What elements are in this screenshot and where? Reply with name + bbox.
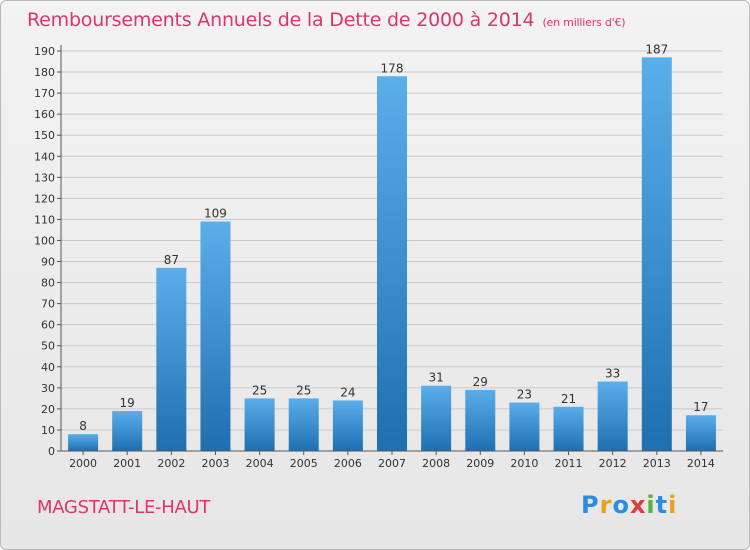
- bar-2002: [156, 267, 187, 451]
- bar-2014: [685, 415, 716, 451]
- data-label-2006: 24: [340, 385, 355, 399]
- data-label-2001: 19: [120, 396, 135, 410]
- bar-2010: [509, 402, 540, 451]
- bar-2001: [112, 411, 143, 451]
- data-label-2014: 17: [693, 400, 708, 414]
- y-tick-label: 60: [41, 319, 55, 332]
- y-tick-label: 140: [34, 150, 55, 163]
- data-label-2012: 33: [605, 367, 620, 381]
- y-tick-label: 80: [41, 277, 55, 290]
- data-label-2009: 29: [473, 375, 488, 389]
- data-label-2005: 25: [296, 383, 311, 397]
- y-tick-label: 180: [34, 66, 55, 79]
- x-tick-label: 2010: [510, 457, 538, 470]
- bar-2003: [200, 221, 231, 451]
- data-label-2007: 178: [381, 61, 404, 75]
- logo-letter: o: [612, 491, 630, 519]
- x-tick-label: 2007: [378, 457, 406, 470]
- y-tick-label: 50: [41, 340, 55, 353]
- logo-letter: x: [629, 491, 647, 519]
- x-tick-label: 2008: [422, 457, 450, 470]
- y-tick-label: 130: [34, 171, 55, 184]
- y-tick-label: 30: [41, 382, 55, 395]
- y-tick-label: 10: [41, 424, 55, 437]
- data-labels: 8 19 87 109 25 25 24 178 31 29 23 21 33 187 17: [79, 42, 708, 433]
- data-label-2008: 31: [428, 371, 443, 385]
- data-label-2000: 8: [79, 419, 87, 433]
- bar-2009: [465, 389, 496, 451]
- bar-2007: [377, 76, 407, 452]
- bar-2013: [641, 57, 672, 451]
- logo-letter: P: [581, 491, 600, 519]
- bar-2012: [597, 381, 628, 451]
- bar-2005: [288, 398, 319, 451]
- x-axis-ticks: 2000 2001 2002 2003 2004 2005 2006 2007 2008 2009…: [69, 451, 715, 470]
- chart-subtitle: (en milliers d'€): [542, 16, 626, 29]
- y-tick-label: 70: [41, 298, 55, 311]
- y-tick-label: 170: [34, 87, 55, 100]
- bars: [68, 57, 716, 452]
- bar-2006: [332, 400, 363, 451]
- x-tick-label: 2006: [334, 457, 362, 470]
- x-tick-label: 2009: [466, 457, 494, 470]
- y-tick-label: 90: [41, 256, 55, 269]
- bar-2004: [244, 398, 275, 451]
- x-tick-label: 2000: [69, 457, 97, 470]
- y-tick-label: 20: [41, 403, 55, 416]
- chart-title: Remboursements Annuels de la Dette de 20…: [27, 9, 626, 31]
- commune-name: MAGSTATT-LE-HAUT: [37, 497, 211, 518]
- data-label-2002: 87: [164, 253, 179, 267]
- y-tick-label: 40: [41, 361, 55, 374]
- x-tick-label: 2012: [599, 457, 627, 470]
- x-tick-label: 2003: [201, 457, 229, 470]
- logo-letter: i: [668, 491, 678, 519]
- x-tick-label: 2002: [157, 457, 185, 470]
- bar-2008: [421, 385, 452, 451]
- x-tick-label: 2001: [113, 457, 141, 470]
- x-tick-label: 2013: [643, 457, 671, 470]
- y-tick-label: 120: [34, 192, 55, 205]
- y-tick-label: 160: [34, 108, 55, 121]
- y-tick-label: 190: [34, 45, 55, 58]
- y-tick-label: 110: [34, 213, 55, 226]
- logo-letter: t: [655, 491, 669, 519]
- bar-2000: [68, 434, 99, 451]
- y-tick-label: 100: [34, 234, 55, 247]
- proxiti-logo: Proxiti: [581, 491, 677, 519]
- bar-2011: [553, 406, 584, 451]
- chart-title-text: Remboursements Annuels de la Dette de 20…: [27, 9, 535, 31]
- data-label-2004: 25: [252, 383, 267, 397]
- x-tick-label: 2004: [246, 457, 274, 470]
- x-tick-label: 2014: [687, 457, 715, 470]
- logo-letter: r: [599, 491, 613, 519]
- data-label-2013: 187: [645, 42, 668, 56]
- x-tick-label: 2011: [555, 457, 583, 470]
- y-tick-label: 150: [34, 129, 55, 142]
- x-tick-label: 2005: [290, 457, 318, 470]
- data-label-2003: 109: [204, 207, 227, 221]
- data-label-2011: 21: [561, 392, 576, 406]
- y-tick-label: 0: [48, 445, 55, 458]
- data-label-2010: 23: [517, 388, 532, 402]
- y-axis-ticks: 0 10 20 30 40 50 60 70 80 90 100 110 120 130 140 150 160…: [34, 45, 61, 458]
- logo-letter: i: [646, 491, 656, 519]
